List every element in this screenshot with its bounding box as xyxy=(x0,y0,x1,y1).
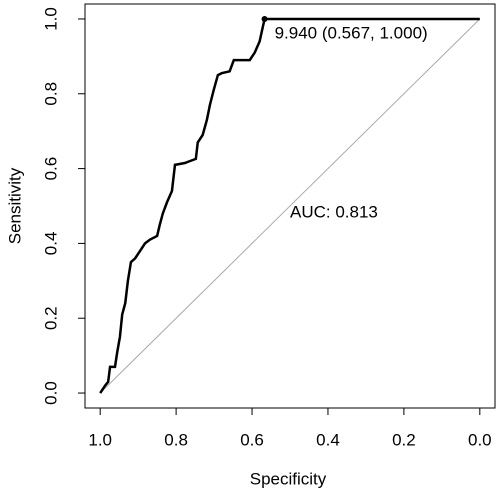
roc-curve xyxy=(99,17,480,394)
x-axis-title: Specificity xyxy=(250,469,327,488)
y-tick-label: 1.0 xyxy=(41,7,60,31)
y-tick-label: 0.0 xyxy=(41,381,60,405)
x-tick-label: 0.4 xyxy=(316,430,340,449)
y-tick-label: 0.6 xyxy=(41,157,60,181)
x-tick-label: 0.8 xyxy=(164,430,188,449)
threshold-point xyxy=(261,15,268,22)
x-tick-label: 0.0 xyxy=(468,430,492,449)
y-tick-label: 0.4 xyxy=(41,232,60,256)
y-axis-title: Sensitivity xyxy=(5,167,24,244)
x-tick-label: 1.0 xyxy=(88,430,112,449)
x-tick-label: 0.2 xyxy=(392,430,416,449)
y-tick-label: 0.2 xyxy=(41,306,60,330)
auc-label: AUC: 0.813 xyxy=(290,202,378,221)
x-tick-label: 0.6 xyxy=(240,430,264,449)
y-tick-label: 0.8 xyxy=(41,82,60,106)
reference-line xyxy=(99,18,481,394)
threshold-label: 9.940 (0.567, 1.000) xyxy=(275,23,428,42)
